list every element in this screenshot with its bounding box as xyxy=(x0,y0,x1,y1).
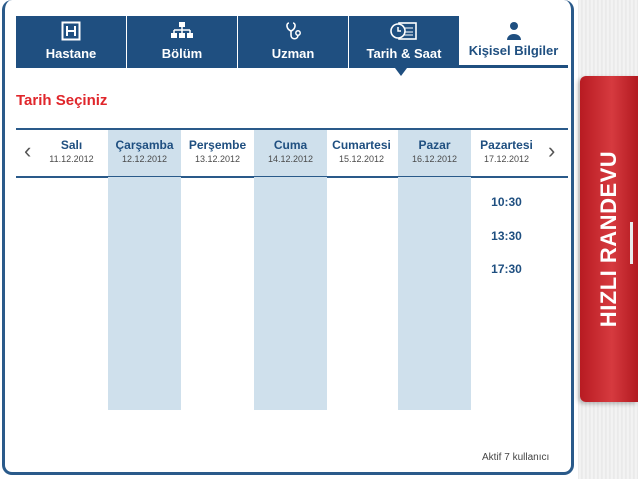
user-icon xyxy=(506,21,522,46)
divider-top xyxy=(16,128,568,130)
day-column-pazartesi[interactable]: Pazartesi 17.12.2012 xyxy=(470,130,543,176)
calendar-clock-icon xyxy=(390,21,418,46)
day-name: Pazar xyxy=(418,138,451,152)
day-column-persembe[interactable]: Perşembe 13.12.2012 xyxy=(181,130,254,176)
tab-kisisel-bilgiler[interactable]: Kişisel Bilgiler xyxy=(459,16,568,68)
tab-divider xyxy=(126,16,127,68)
tab-divider xyxy=(237,16,238,68)
day-date: 12.12.2012 xyxy=(121,154,168,164)
tab-uzman[interactable]: Uzman xyxy=(238,16,348,68)
stethoscope-icon xyxy=(283,21,303,48)
day-date: 11.12.2012 xyxy=(49,154,94,164)
day-name: Pazartesi xyxy=(480,138,533,152)
tab-divider xyxy=(348,16,349,68)
section-title: Tarih Seçiniz xyxy=(16,92,108,109)
column-stripe xyxy=(398,177,471,410)
day-name: Salı xyxy=(60,138,83,152)
day-name: Cumartesi xyxy=(332,138,391,152)
day-name: Perşembe xyxy=(188,138,247,152)
tab-label: Hastane xyxy=(45,46,97,61)
time-slot[interactable]: 17:30 xyxy=(491,262,522,276)
day-column-cumartesi[interactable]: Cumartesi 15.12.2012 xyxy=(325,130,398,176)
day-date: 13.12.2012 xyxy=(194,154,241,164)
quick-appointment-badge[interactable]: HIZLI RANDEVU xyxy=(580,76,638,402)
day-name: Çarşamba xyxy=(115,138,174,152)
tab-label: Bölüm xyxy=(161,46,203,61)
wizard-tabs: Hastane Bölüm Uzman Tarih & Saat Kişisel… xyxy=(16,16,568,68)
badge-handle xyxy=(630,222,633,264)
tab-hastane[interactable]: Hastane xyxy=(16,16,126,68)
tab-label: Uzman xyxy=(271,46,315,61)
column-stripe xyxy=(254,177,327,410)
day-column-sali[interactable]: Salı 11.12.2012 xyxy=(35,130,108,176)
day-date: 16.12.2012 xyxy=(411,154,458,164)
badge-label: HIZLI RANDEVU xyxy=(596,150,621,328)
tab-label: Tarih & Saat xyxy=(366,46,442,61)
tab-tarih-saat[interactable]: Tarih & Saat xyxy=(349,16,459,68)
hospital-icon xyxy=(61,21,81,46)
next-week-icon[interactable]: › xyxy=(548,138,556,163)
day-name: Cuma xyxy=(273,138,308,152)
prev-week-icon[interactable]: ‹ xyxy=(24,138,32,163)
day-column-cuma[interactable]: Cuma 14.12.2012 xyxy=(254,130,327,176)
time-slot[interactable]: 13:30 xyxy=(491,229,522,243)
day-column-carsamba[interactable]: Çarşamba 12.12.2012 xyxy=(108,130,181,176)
active-tab-pointer xyxy=(395,68,407,76)
department-icon xyxy=(170,21,194,46)
active-users-status: Aktif 7 kullanıcı xyxy=(482,452,550,463)
tab-bolum[interactable]: Bölüm xyxy=(127,16,237,68)
day-date: 14.12.2012 xyxy=(267,154,314,164)
column-stripe xyxy=(108,177,181,410)
day-date: 17.12.2012 xyxy=(483,154,530,164)
time-slot[interactable]: 10:30 xyxy=(491,195,522,209)
tab-label: Kişisel Bilgiler xyxy=(468,43,559,58)
day-date: 15.12.2012 xyxy=(338,154,385,164)
day-column-pazar[interactable]: Pazar 16.12.2012 xyxy=(398,130,471,176)
